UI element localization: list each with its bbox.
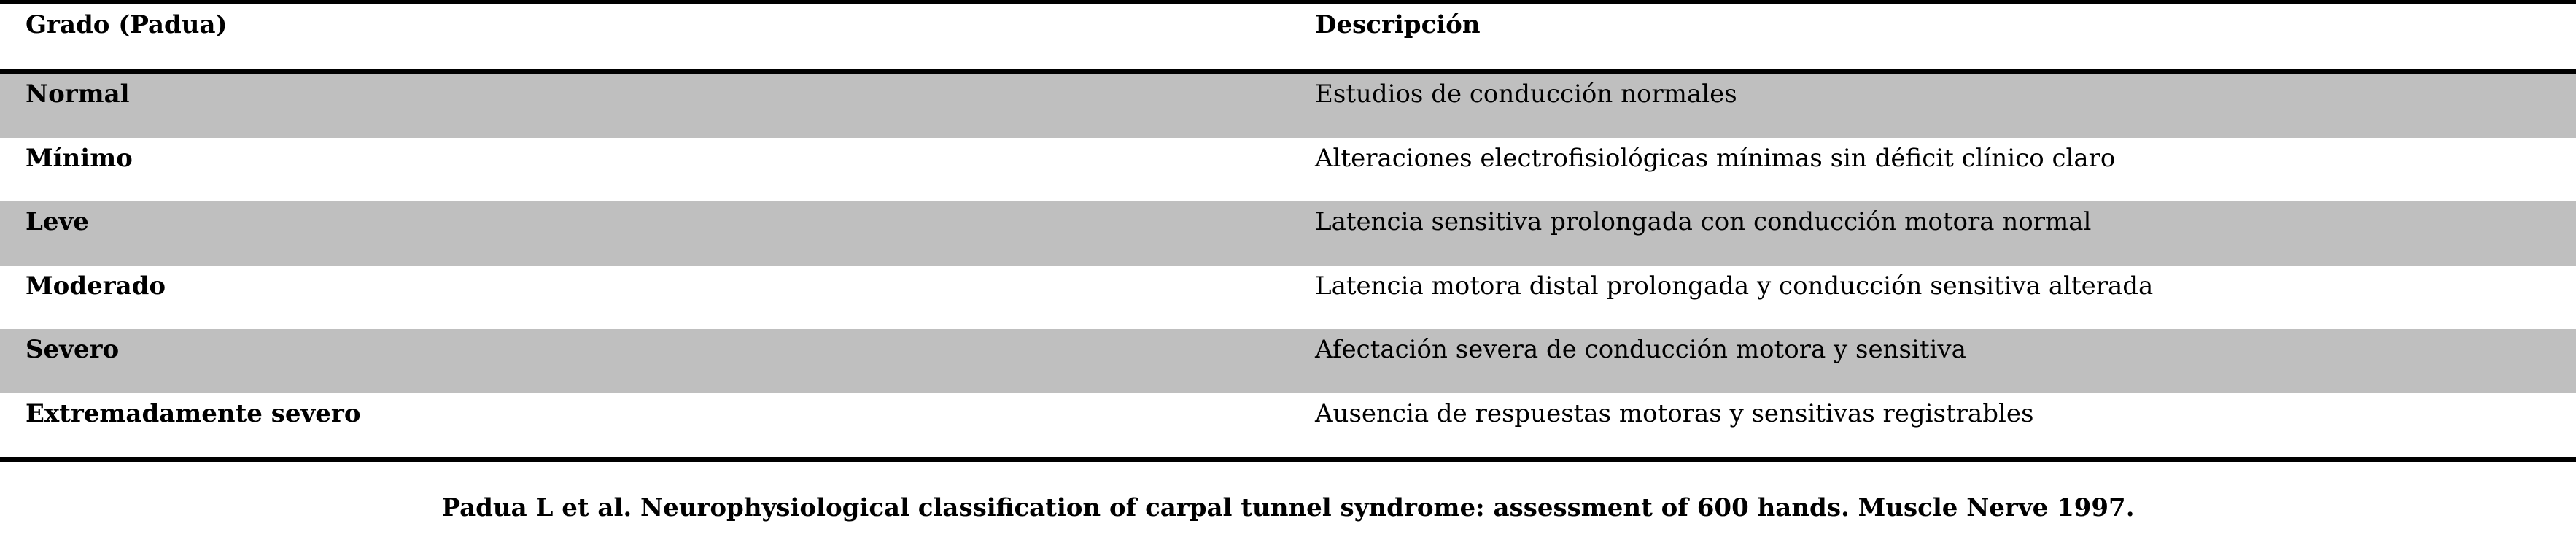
- header-description: Descripción: [1315, 10, 1481, 39]
- table-row: Severo Afectación severa de conducción m…: [0, 329, 2576, 393]
- description-cell: Estudios de conducción normales: [1315, 80, 1737, 109]
- table-row: Normal Estudios de conducción normales: [0, 74, 2576, 138]
- header-grade: Grado (Padua): [26, 10, 228, 39]
- citation-caption: Padua L et al. Neurophysiological classi…: [441, 493, 2135, 522]
- description-cell: Afectación severa de conducción motora y…: [1315, 335, 1966, 365]
- table-body: Normal Estudios de conducción normales M…: [0, 74, 2576, 457]
- description-cell: Alteraciones electrofisiológicas mínimas…: [1315, 143, 2116, 173]
- grade-cell: Normal: [26, 80, 130, 109]
- description-cell: Ausencia de respuestas motoras y sensiti…: [1315, 398, 2034, 428]
- description-cell: Latencia sensitiva prolongada con conduc…: [1315, 207, 2092, 237]
- table-row: Mínimo Alteraciones electrofisiológicas …: [0, 138, 2576, 202]
- grade-cell: Mínimo: [26, 143, 133, 173]
- table-header-row: Grado (Padua) Descripción: [0, 4, 2576, 69]
- description-cell: Latencia motora distal prolongada y cond…: [1315, 271, 2154, 301]
- grade-cell: Leve: [26, 207, 89, 237]
- table-row: Leve Latencia sensitiva prolongada con c…: [0, 201, 2576, 266]
- table-top-rule: [0, 0, 2576, 4]
- table-header-rule: [0, 69, 2576, 74]
- table-bottom-rule: [0, 457, 2576, 462]
- grade-cell: Moderado: [26, 271, 166, 301]
- grade-cell: Extremadamente severo: [26, 398, 361, 428]
- table-row: Extremadamente severo Ausencia de respue…: [0, 393, 2576, 457]
- table-row: Moderado Latencia motora distal prolonga…: [0, 266, 2576, 330]
- grade-cell: Severo: [26, 335, 120, 365]
